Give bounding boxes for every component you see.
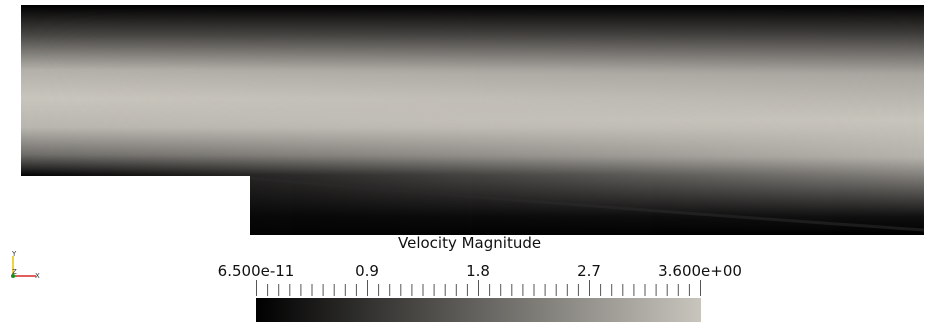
flow-domain-inlet: [21, 5, 924, 235]
colorbar-tick-label-max: 3.600e+00: [658, 262, 742, 280]
colorbar-tick-label-1: 0.9: [355, 262, 379, 280]
flow-field: [21, 5, 925, 235]
colorbar-ramp: [256, 298, 701, 322]
colorbar-tick-label-min: 6.500e-11: [217, 262, 295, 280]
shear-layer: [249, 176, 925, 232]
axis-label-z: Z: [12, 268, 17, 276]
z-axis-dot: [11, 274, 15, 278]
axis-label-y: Y: [11, 250, 17, 258]
colorbar-title: Velocity Magnitude: [398, 234, 542, 252]
colorbar-tick-label-2: 1.8: [466, 262, 490, 280]
colorbar-tick-label-3: 2.7: [577, 262, 601, 280]
axis-label-x: X: [35, 272, 40, 280]
colorbar-ticks: [256, 280, 701, 296]
orientation-axes-widget: Y Z X: [8, 250, 48, 280]
